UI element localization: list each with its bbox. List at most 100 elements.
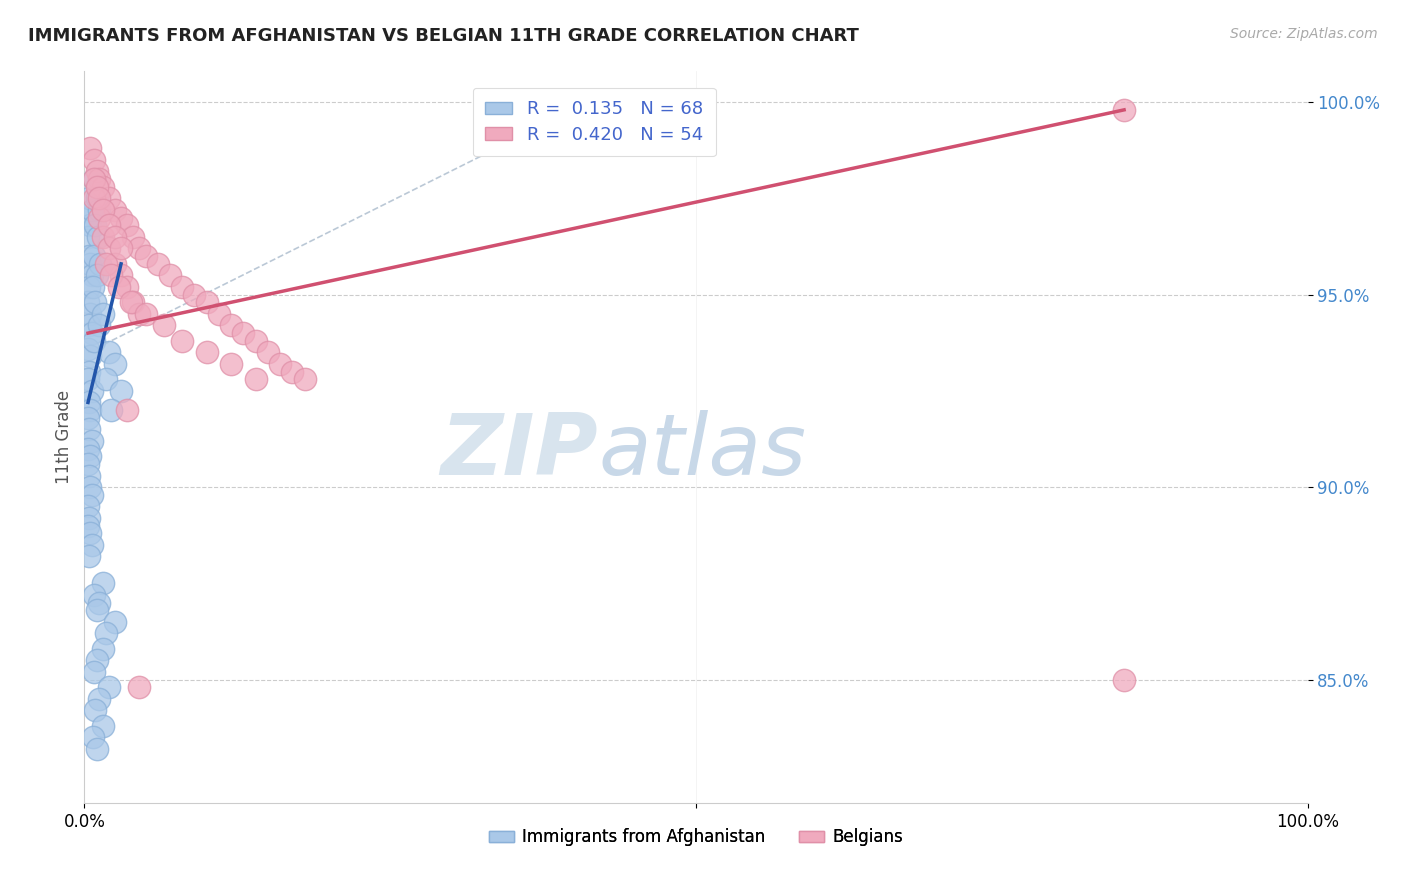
Point [128,242,150,256]
Point [77,230,100,244]
Point [97,345,120,359]
Point [83,249,105,263]
Point [77,395,100,409]
Point [104,357,127,371]
Point [83,191,105,205]
Point [269,357,291,371]
Point [120,295,142,310]
Point [80,384,103,398]
Point [128,681,150,695]
Point [80,434,103,448]
Point [96,257,118,271]
Point [87,172,110,186]
Y-axis label: 11th Grade: 11th Grade [55,390,73,484]
Point [80,268,103,283]
Point [79,349,101,363]
Point [110,268,132,283]
Point [219,357,242,371]
Point [115,280,138,294]
Point [80,202,103,217]
Point [97,219,120,233]
Point [77,422,100,436]
Point [87,230,110,244]
Point [100,268,122,283]
Point [79,141,101,155]
Point [86,653,108,667]
Point [245,334,267,348]
Point [1114,103,1136,117]
Point [79,403,101,417]
Text: atlas: atlas [598,410,806,493]
Point [77,549,100,564]
Point [172,280,194,294]
Point [97,191,120,205]
Point [104,257,127,271]
Point [77,372,100,386]
Point [86,742,108,756]
Point [77,295,100,310]
Point [110,242,132,256]
Point [87,596,110,610]
Point [294,372,316,386]
Point [77,518,100,533]
Point [115,403,138,417]
Point [87,691,110,706]
Point [1114,673,1136,687]
Point [91,719,114,733]
Point [135,307,157,321]
Point [87,191,110,205]
Point [104,230,127,244]
Point [183,287,205,301]
Point [86,603,108,617]
Point [91,641,114,656]
Point [110,211,132,225]
Text: IMMIGRANTS FROM AFGHANISTAN VS BELGIAN 11TH GRADE CORRELATION CHART: IMMIGRANTS FROM AFGHANISTAN VS BELGIAN 1… [28,27,859,45]
Point [77,191,100,205]
Point [84,219,107,233]
Point [77,442,100,456]
Point [91,307,114,321]
Point [89,257,111,271]
Point [77,511,100,525]
Point [77,342,100,356]
Point [122,230,145,244]
Point [79,526,101,541]
Point [77,365,100,379]
Point [77,457,100,471]
Point [86,268,108,283]
Point [172,334,194,348]
Point [84,703,107,717]
Point [91,576,114,591]
Point [83,153,105,167]
Point [86,164,108,178]
Point [87,318,110,333]
Point [77,249,100,263]
Point [83,172,105,186]
Point [219,318,242,333]
Point [77,500,100,514]
Point [83,588,105,602]
Point [86,191,108,205]
Point [104,202,127,217]
Point [232,326,254,340]
Point [80,538,103,552]
Point [79,257,101,271]
Text: ZIP: ZIP [440,410,598,493]
Point [77,468,100,483]
Point [97,242,120,256]
Point [86,179,108,194]
Point [128,307,150,321]
Point [153,318,176,333]
Point [97,681,120,695]
Point [82,731,104,745]
Point [110,384,132,398]
Point [80,488,103,502]
Legend: Immigrants from Afghanistan, Belgians: Immigrants from Afghanistan, Belgians [482,822,910,853]
Point [79,307,101,321]
Point [281,365,304,379]
Point [79,219,101,233]
Point [79,480,101,494]
Point [77,410,100,425]
Point [96,626,118,640]
Point [87,211,110,225]
